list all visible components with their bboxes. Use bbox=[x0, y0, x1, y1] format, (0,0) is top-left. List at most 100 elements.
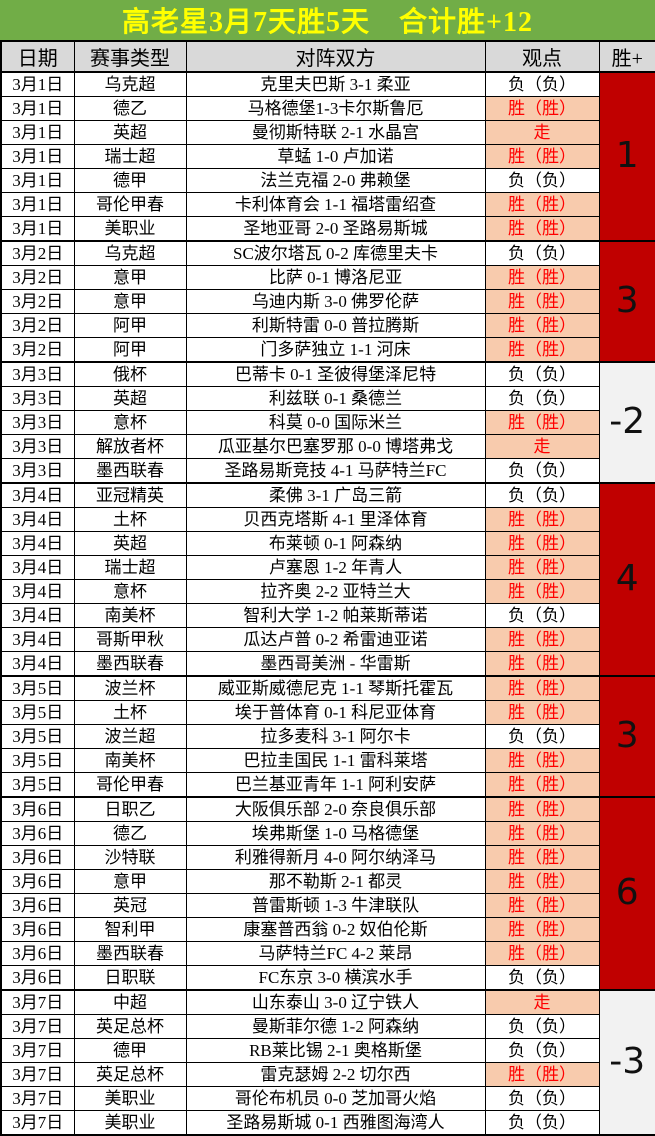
date-cell: 3月2日 bbox=[0, 336, 75, 363]
verdict-cell: 负（负） bbox=[484, 964, 600, 991]
match-cell: 布莱顿 0-1 阿森纳 bbox=[185, 531, 486, 556]
league-cell: 德甲 bbox=[73, 1037, 187, 1063]
match-cell: 拉齐奥 2-2 亚特兰大 bbox=[185, 578, 486, 604]
date-cell: 3月1日 bbox=[0, 96, 75, 122]
match-cell: 巴拉圭国民 1-1 雷科莱塔 bbox=[185, 747, 486, 773]
league-cell: 土杯 bbox=[73, 699, 187, 725]
table-row: 3月7日 美职业 圣路易斯城 0-1 西雅图海湾人 负（负） bbox=[0, 1109, 655, 1136]
verdict-cell: 胜（胜） bbox=[484, 96, 600, 122]
date-cell: 3月5日 bbox=[0, 674, 75, 701]
date-cell: 3月1日 bbox=[0, 167, 75, 193]
date-cell: 3月2日 bbox=[0, 265, 75, 290]
verdict-cell: 负（负） bbox=[484, 1085, 600, 1111]
verdict-cell: 胜（胜） bbox=[484, 215, 600, 242]
table-row: 3月5日 土杯 埃于普体育 0-1 科尼亚体育 胜（胜） bbox=[0, 699, 655, 725]
match-cell: 大阪俱乐部 2-0 奈良俱乐部 bbox=[185, 795, 486, 822]
league-cell: 俄杯 bbox=[73, 360, 187, 388]
verdict-cell: 负（负） bbox=[484, 1013, 600, 1039]
verdict-cell: 负（负） bbox=[484, 167, 600, 193]
verdict-cell: 负（负） bbox=[484, 239, 600, 267]
win-plus-cell: -2 bbox=[598, 360, 655, 484]
table-row: 3月4日 瑞士超 卢塞恩 1-2 年青人 胜（胜） bbox=[0, 554, 655, 580]
match-cell: 曼斯菲尔德 1-2 阿森纳 bbox=[185, 1013, 486, 1039]
table-row: 3月5日 波兰超 拉多麦科 3-1 阿尔卡 负（负） bbox=[0, 723, 655, 749]
verdict-cell: 胜（胜） bbox=[484, 336, 600, 363]
verdict-cell: 胜（胜） bbox=[484, 554, 600, 580]
date-cell: 3月1日 bbox=[0, 71, 75, 98]
match-cell: 马格德堡1-3卡尔斯鲁厄 bbox=[185, 96, 486, 122]
league-cell: 墨西联春 bbox=[73, 650, 187, 677]
table-row: 3月4日 英超 布莱顿 0-1 阿森纳 胜（胜） bbox=[0, 531, 655, 556]
verdict-cell: 胜（胜） bbox=[484, 844, 600, 870]
table-row: 3月6日 日职联 FC东京 3-0 横滨水手 负（负） bbox=[0, 964, 655, 991]
win-plus-cell: 3 bbox=[598, 239, 655, 363]
date-cell: 3月6日 bbox=[0, 940, 75, 966]
date-cell: 3月1日 bbox=[0, 120, 75, 145]
match-cell: FC东京 3-0 横滨水手 bbox=[185, 964, 486, 991]
table-row: 3月2日 阿甲 利斯特雷 0-0 普拉腾斯 胜（胜） bbox=[0, 312, 655, 338]
league-cell: 南美杯 bbox=[73, 747, 187, 773]
league-cell: 解放者杯 bbox=[73, 433, 187, 459]
column-header-date: 日期 bbox=[0, 40, 75, 73]
verdict-cell: 负（负） bbox=[484, 71, 600, 98]
match-cell: 康塞普西翁 0-2 奴伯伦斯 bbox=[185, 916, 486, 942]
match-cell: 马萨特兰FC 4-2 莱昂 bbox=[185, 940, 486, 966]
match-cell: 草蜢 1-0 卢加诺 bbox=[185, 143, 486, 169]
match-cell: 雷克瑟姆 2-2 切尔西 bbox=[185, 1061, 486, 1087]
table-row: 3月5日 波兰杯 威亚斯威德尼克 1-1 琴斯托霍瓦 胜（胜） 3 bbox=[0, 674, 655, 798]
table-row: 3月6日 日职乙 大阪俱乐部 2-0 奈良俱乐部 胜（胜） 6 bbox=[0, 795, 655, 991]
table-row: 3月5日 南美杯 巴拉圭国民 1-1 雷科莱塔 胜（胜） bbox=[0, 747, 655, 773]
table-row: 3月1日 英超 曼彻斯特联 2-1 水晶宫走 bbox=[0, 120, 655, 145]
verdict-cell: 胜（胜） bbox=[484, 820, 600, 846]
league-cell: 阿甲 bbox=[73, 312, 187, 338]
league-cell: 南美杯 bbox=[73, 602, 187, 628]
verdict-cell: 胜（胜） bbox=[484, 191, 600, 217]
verdict-cell: 胜（胜） bbox=[484, 578, 600, 604]
header-row: 日期 赛事类型 对阵双方 观点 胜+ bbox=[0, 40, 655, 73]
match-cell: 瓜达卢普 0-2 希雷迪亚诺 bbox=[185, 626, 486, 652]
date-cell: 3月6日 bbox=[0, 916, 75, 942]
table-row: 3月4日 土杯 贝西克塔斯 4-1 里泽体育 胜（胜） bbox=[0, 507, 655, 533]
match-cell: 比萨 0-1 博洛尼亚 bbox=[185, 265, 486, 290]
verdict-cell: 负（负） bbox=[484, 457, 600, 484]
table-row: 3月7日 中超 山东泰山 3-0 辽宁铁人走 -3 bbox=[0, 988, 655, 1136]
verdict-cell: 胜（胜） bbox=[484, 288, 600, 314]
league-cell: 英超 bbox=[73, 120, 187, 145]
date-cell: 3月2日 bbox=[0, 288, 75, 314]
date-cell: 3月4日 bbox=[0, 507, 75, 533]
date-cell: 3月5日 bbox=[0, 723, 75, 749]
verdict-cell: 负（负） bbox=[484, 602, 600, 628]
verdict-cell: 走 bbox=[484, 988, 600, 1015]
table-row: 3月2日 阿甲 门多萨独立 1-1 河床 胜（胜） bbox=[0, 336, 655, 363]
win-plus-cell: 6 bbox=[598, 795, 655, 991]
match-cell: 埃弗斯堡 1-0 马格德堡 bbox=[185, 820, 486, 846]
league-cell: 日职乙 bbox=[73, 795, 187, 822]
match-cell: 圣地亚哥 2-0 圣路易斯城 bbox=[185, 215, 486, 242]
league-cell: 哥斯甲秋 bbox=[73, 626, 187, 652]
league-cell: 美职业 bbox=[73, 215, 187, 242]
league-cell: 土杯 bbox=[73, 507, 187, 533]
date-cell: 3月6日 bbox=[0, 964, 75, 991]
verdict-cell: 胜（胜） bbox=[484, 940, 600, 966]
verdict-cell: 负（负） bbox=[484, 360, 600, 388]
match-cell: 圣路易斯城 0-1 西雅图海湾人 bbox=[185, 1109, 486, 1136]
league-cell: 美职业 bbox=[73, 1085, 187, 1111]
verdict-cell: 胜（胜） bbox=[484, 531, 600, 556]
column-header-match: 对阵双方 bbox=[185, 40, 486, 73]
league-cell: 意甲 bbox=[73, 265, 187, 290]
league-cell: 瑞士超 bbox=[73, 143, 187, 169]
verdict-cell: 胜（胜） bbox=[484, 143, 600, 169]
table-row: 3月1日 乌克超 克里夫巴斯 3-1 柔亚 负（负） 1 bbox=[0, 71, 655, 242]
date-cell: 3月7日 bbox=[0, 988, 75, 1015]
date-cell: 3月4日 bbox=[0, 602, 75, 628]
table-row: 3月7日 英足总杯 曼斯菲尔德 1-2 阿森纳 负（负） bbox=[0, 1013, 655, 1039]
table-row: 3月2日 意甲 乌迪内斯 3-0 佛罗伦萨 胜（胜） bbox=[0, 288, 655, 314]
column-header-win-plus: 胜+ bbox=[598, 40, 655, 73]
match-cell: 山东泰山 3-0 辽宁铁人 bbox=[185, 988, 486, 1015]
match-cell: 巴蒂卡 0-1 圣彼得堡泽尼特 bbox=[185, 360, 486, 388]
table-row: 3月3日 英超 利兹联 0-1 桑德兰 负（负） bbox=[0, 386, 655, 411]
league-cell: 中超 bbox=[73, 988, 187, 1015]
table-row: 3月3日 解放者杯 瓜亚基尔巴塞罗那 0-0 博塔弗戈走 bbox=[0, 433, 655, 459]
table-row: 3月6日 智利甲 康塞普西翁 0-2 奴伯伦斯 胜（胜） bbox=[0, 916, 655, 942]
league-cell: 墨西联春 bbox=[73, 940, 187, 966]
